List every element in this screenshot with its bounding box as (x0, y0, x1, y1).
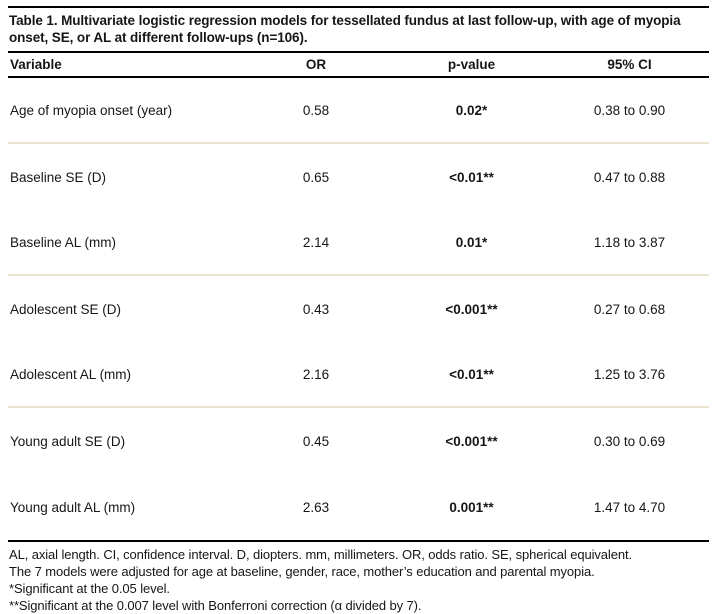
row-variable: Baseline SE (D) (10, 169, 107, 185)
footnote-abbreviations: AL, axial length. CI, confidence interva… (9, 547, 632, 562)
table-row: Adolescent SE (D) 0.43 <0.001** 0.27 to … (8, 276, 709, 342)
row-p-value: <0.01** (449, 169, 494, 185)
row-ci-value: 0.27 to 0.68 (593, 301, 666, 317)
row-p-value: 0.001** (449, 499, 494, 515)
row-p-value: <0.001** (445, 433, 498, 449)
row-or-value: 2.16 (302, 366, 330, 382)
row-p-value: 0.02* (455, 102, 488, 118)
row-or-value: 0.65 (302, 169, 330, 185)
row-ci-value: 0.47 to 0.88 (593, 169, 666, 185)
bottom-rule (8, 540, 709, 542)
table-header-row: Variable OR p-value 95% CI (8, 53, 709, 76)
row-variable: Adolescent SE (D) (10, 301, 122, 317)
table-row: Adolescent AL (mm) 2.16 <0.01** 1.25 to … (8, 342, 709, 408)
column-header-p-value: p-value (447, 57, 496, 72)
row-p-value: 0.01* (455, 234, 488, 250)
row-p-value: <0.01** (449, 366, 494, 382)
table-title: Table 1. Multivariate logistic regressio… (9, 13, 681, 45)
column-header-ci: 95% CI (607, 57, 652, 72)
footnote-significance-1: *Significant at the 0.05 level. (9, 581, 170, 596)
title-rule (8, 51, 709, 53)
column-header-or: OR (305, 57, 327, 72)
row-or-value: 0.58 (302, 102, 330, 118)
row-variable: Adolescent AL (mm) (10, 366, 132, 382)
footnote-adjustment: The 7 models were adjusted for age at ba… (9, 564, 595, 579)
row-or-value: 2.63 (302, 499, 330, 515)
table-row: Baseline SE (D) 0.65 <0.01** 0.47 to 0.8… (8, 144, 709, 210)
table-row: Young adult SE (D) 0.45 <0.001** 0.30 to… (8, 408, 709, 474)
row-or-value: 2.14 (302, 234, 330, 250)
table-footnotes: AL, axial length. CI, confidence interva… (8, 542, 709, 614)
column-header-variable: Variable (10, 57, 62, 72)
row-ci-value: 0.30 to 0.69 (593, 433, 666, 449)
table-row: Young adult AL (mm) 2.63 0.001** 1.47 to… (8, 474, 709, 540)
row-variable: Age of myopia onset (year) (10, 102, 173, 118)
row-ci-value: 0.38 to 0.90 (593, 102, 666, 118)
top-rule (8, 6, 709, 8)
table-row: Baseline AL (mm) 2.14 0.01* 1.18 to 3.87 (8, 210, 709, 276)
table-row: Age of myopia onset (year) 0.58 0.02* 0.… (8, 78, 709, 144)
row-variable: Young adult SE (D) (10, 433, 126, 449)
table-body: Age of myopia onset (year) 0.58 0.02* 0.… (8, 78, 709, 540)
header-rule (8, 76, 709, 78)
row-p-value: <0.001** (445, 301, 498, 317)
row-variable: Baseline AL (mm) (10, 234, 117, 250)
row-variable: Young adult AL (mm) (10, 499, 136, 515)
row-or-value: 0.43 (302, 301, 330, 317)
footnote-significance-2: **Significant at the 0.007 level with Bo… (9, 598, 422, 613)
row-ci-value: 1.47 to 4.70 (593, 499, 666, 515)
row-ci-value: 1.18 to 3.87 (593, 234, 666, 250)
row-or-value: 0.45 (302, 433, 330, 449)
row-ci-value: 1.25 to 3.76 (593, 366, 666, 382)
